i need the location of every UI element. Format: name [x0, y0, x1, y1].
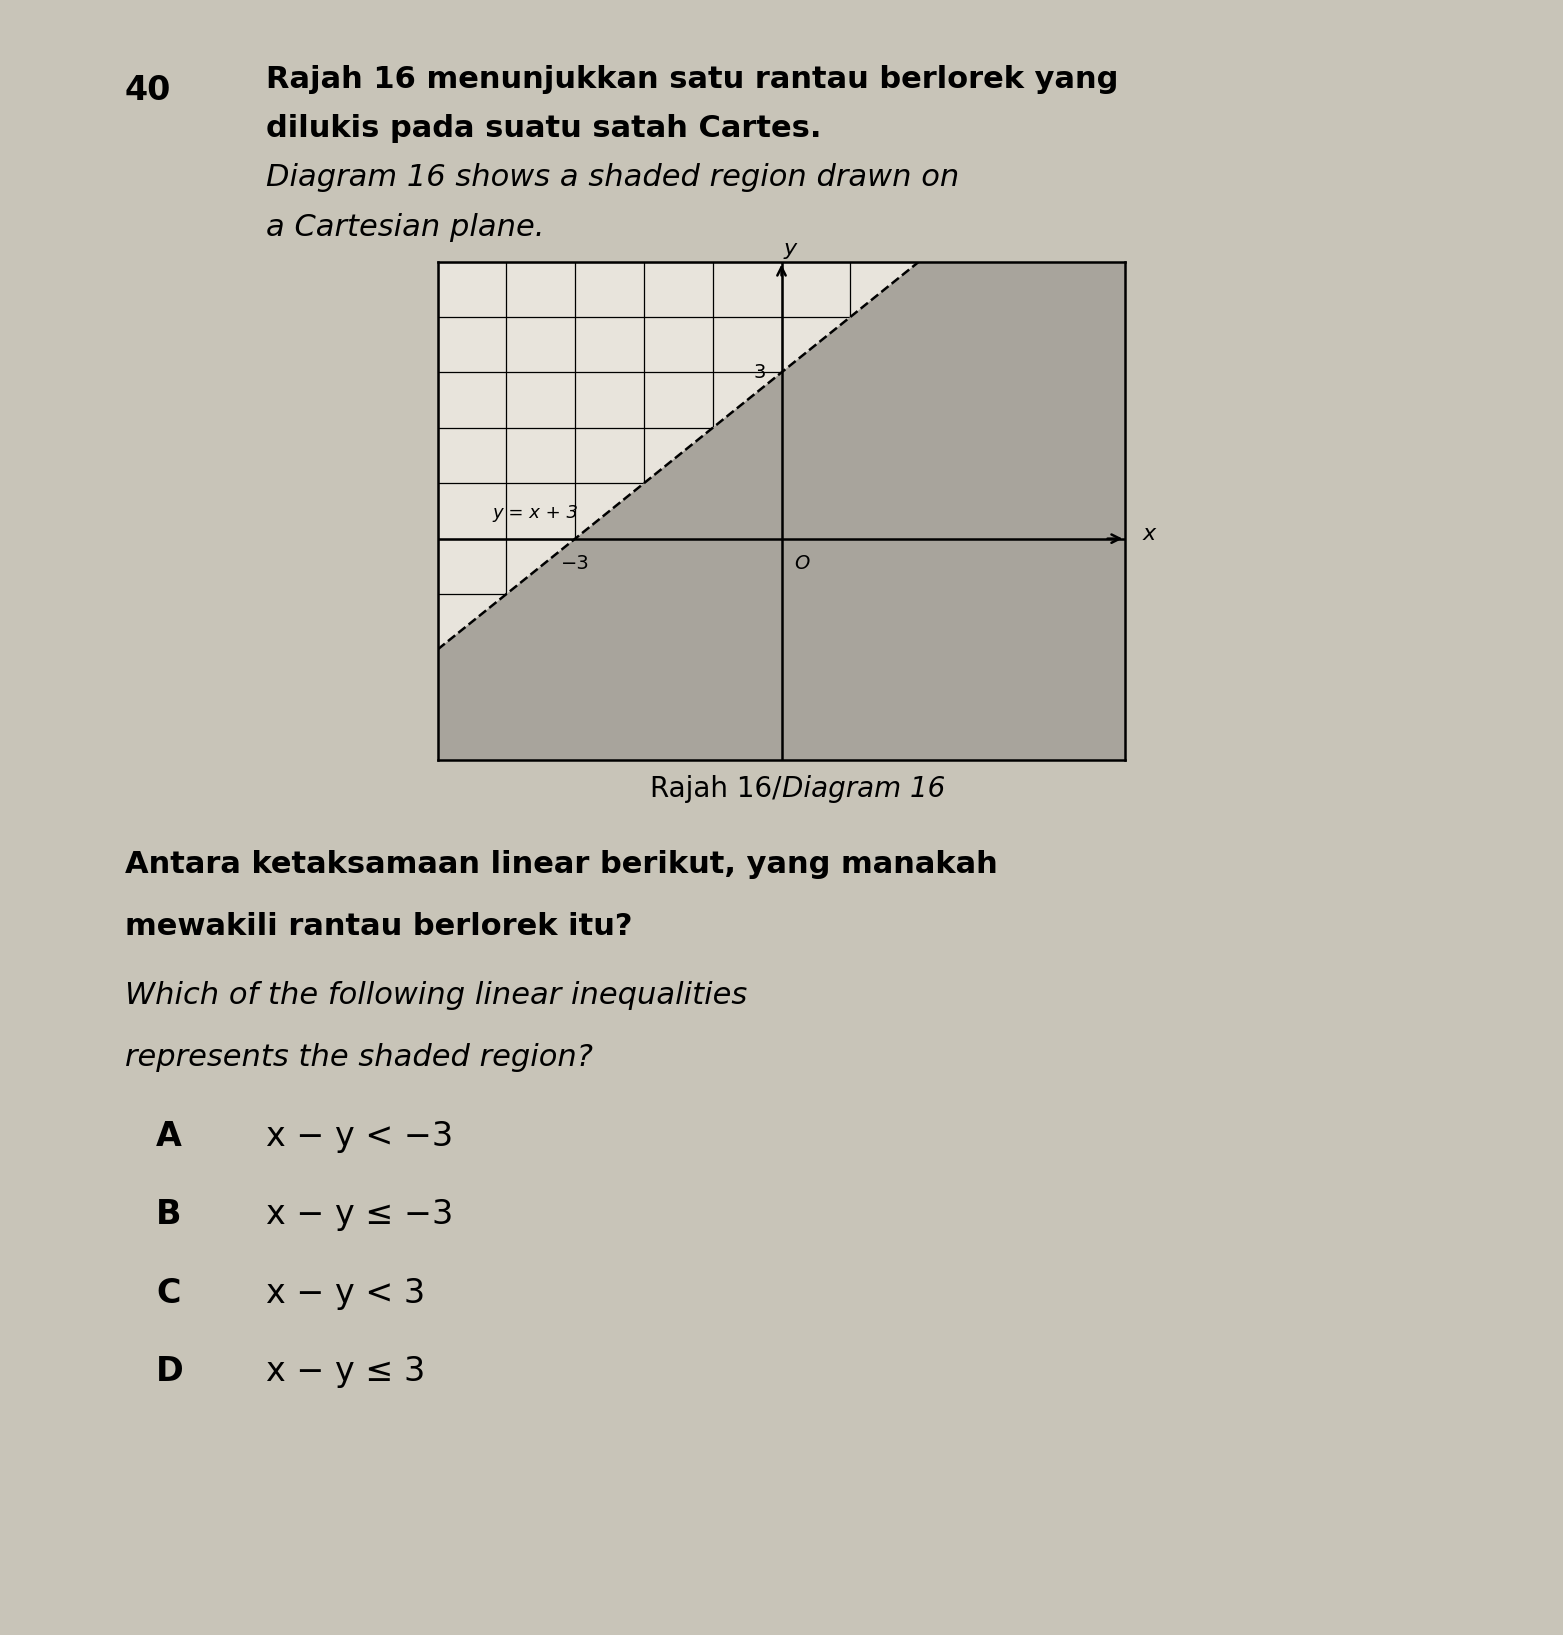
Text: Rajah 16/: Rajah 16/ [650, 775, 782, 803]
Text: O: O [794, 554, 810, 574]
Text: 40: 40 [125, 74, 172, 106]
Text: Diagram 16: Diagram 16 [782, 775, 944, 803]
Text: represents the shaded region?: represents the shaded region? [125, 1043, 592, 1073]
Text: A: A [156, 1120, 183, 1153]
Text: x − y < −3: x − y < −3 [266, 1120, 453, 1153]
Text: Antara ketaksamaan linear berikut, yang manakah: Antara ketaksamaan linear berikut, yang … [125, 850, 997, 880]
Text: dilukis pada suatu satah Cartes.: dilukis pada suatu satah Cartes. [266, 114, 821, 144]
Text: B: B [156, 1198, 181, 1231]
Text: Which of the following linear inequalities: Which of the following linear inequaliti… [125, 981, 747, 1010]
Text: mewakili rantau berlorek itu?: mewakili rantau berlorek itu? [125, 912, 633, 942]
Text: 3: 3 [753, 363, 766, 383]
Text: Rajah 16 menunjukkan satu rantau berlorek yang: Rajah 16 menunjukkan satu rantau berlore… [266, 65, 1118, 95]
Text: x − y ≤ 3: x − y ≤ 3 [266, 1355, 425, 1388]
Text: a Cartesian plane.: a Cartesian plane. [266, 213, 544, 242]
Text: x − y < 3: x − y < 3 [266, 1277, 425, 1310]
Text: D: D [156, 1355, 184, 1388]
Text: y: y [783, 239, 796, 258]
Text: C: C [156, 1277, 181, 1310]
Text: x: x [1143, 525, 1155, 544]
Text: Diagram 16 shows a shaded region drawn on: Diagram 16 shows a shaded region drawn o… [266, 164, 960, 193]
Text: x − y ≤ −3: x − y ≤ −3 [266, 1198, 453, 1231]
Text: −3: −3 [561, 554, 589, 574]
Text: y = x + 3: y = x + 3 [492, 504, 578, 522]
